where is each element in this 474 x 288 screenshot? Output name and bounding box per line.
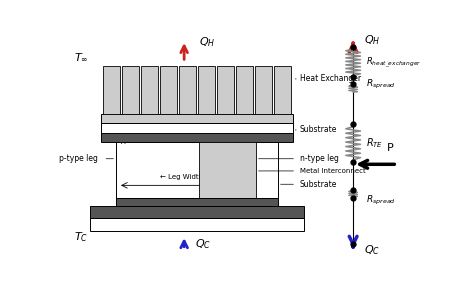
Text: $T_C$: $T_C$	[74, 231, 88, 245]
Text: Substrate: Substrate	[300, 125, 337, 134]
Text: ← Leg Width →: ← Leg Width →	[160, 174, 211, 180]
Bar	[101, 123, 292, 134]
Bar	[236, 66, 253, 114]
Text: Leg Length: Leg Length	[231, 149, 240, 191]
Text: P: P	[386, 143, 393, 153]
Bar	[103, 66, 120, 114]
Text: Substrate: Substrate	[300, 180, 337, 189]
Text: $R_{heat\_exchanger}$: $R_{heat\_exchanger}$	[366, 55, 421, 69]
Text: $Q_C$: $Q_C$	[364, 243, 380, 257]
Bar	[91, 206, 303, 217]
Bar	[122, 66, 139, 114]
Bar	[179, 66, 196, 114]
Text: Metal Interconnect: Metal Interconnect	[300, 168, 365, 174]
Text: $R_{spread}$: $R_{spread}$	[366, 194, 396, 207]
Text: $R_{spread}$: $R_{spread}$	[366, 78, 396, 91]
Text: p-type leg: p-type leg	[59, 154, 98, 163]
Bar	[141, 66, 158, 114]
Bar	[217, 66, 234, 114]
Bar	[101, 114, 292, 123]
Text: $R_{TE}$: $R_{TE}$	[366, 136, 383, 150]
Text: $T_\infty$: $T_\infty$	[74, 51, 88, 63]
Bar	[273, 66, 291, 114]
Bar	[91, 217, 303, 231]
Text: Heat Exchanger: Heat Exchanger	[300, 74, 361, 84]
Text: $Q_H$: $Q_H$	[364, 33, 381, 47]
Bar	[101, 133, 292, 142]
Bar	[199, 142, 256, 198]
Text: $Q_H$: $Q_H$	[199, 35, 215, 49]
Text: $Q_C$: $Q_C$	[195, 237, 211, 251]
Bar	[116, 198, 278, 206]
Text: $T_H$: $T_H$	[114, 133, 127, 147]
Bar	[116, 142, 278, 198]
Bar	[198, 66, 215, 114]
Text: n-type leg: n-type leg	[300, 154, 339, 163]
Bar	[255, 66, 272, 114]
Bar	[160, 66, 177, 114]
